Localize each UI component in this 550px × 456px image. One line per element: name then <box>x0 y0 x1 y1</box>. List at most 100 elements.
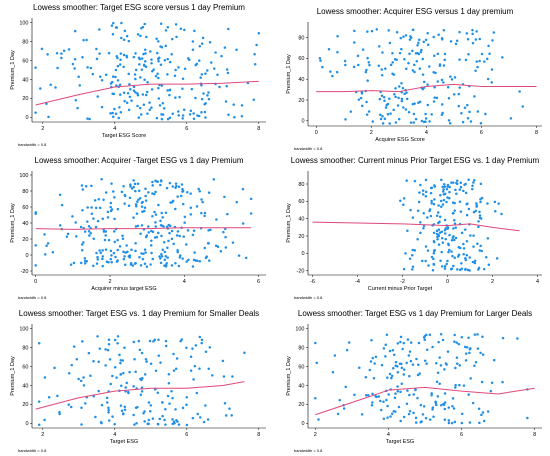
scatter-point <box>151 257 154 261</box>
scatter-point <box>123 405 127 408</box>
scatter-point <box>87 351 91 355</box>
scatter-point <box>101 249 104 252</box>
scatter-point <box>440 103 444 106</box>
scatter-point <box>100 178 103 181</box>
scatter-points <box>34 178 253 268</box>
scatter-point <box>441 338 445 342</box>
scatter-point <box>163 241 166 244</box>
scatter-point <box>342 407 346 410</box>
scatter-point <box>81 340 84 343</box>
scatter-point <box>129 262 133 265</box>
scatter-point <box>466 116 470 120</box>
scatter-point <box>34 212 37 216</box>
scatter-point <box>451 397 455 400</box>
scatter-point <box>149 410 152 413</box>
scatter-point <box>58 412 61 416</box>
scatter-point <box>464 268 467 271</box>
scatter-point <box>46 242 50 245</box>
x-tick-label: 4 <box>425 130 428 136</box>
scatter-point <box>163 258 167 262</box>
scatter-point <box>110 260 113 264</box>
scatter-point <box>382 347 386 350</box>
scatter-point <box>58 410 61 414</box>
scatter-point <box>105 396 109 400</box>
scatter-point <box>179 27 183 30</box>
scatter-point <box>102 198 105 202</box>
scatter-point <box>434 71 437 75</box>
scatter-point <box>453 238 456 242</box>
scatter-point <box>159 257 162 260</box>
scatter-point <box>175 357 179 360</box>
scatter-point <box>145 265 149 268</box>
scatter-point <box>399 362 403 366</box>
scatter-point <box>199 76 202 79</box>
scatter-point <box>146 81 149 84</box>
scatter-point <box>400 97 404 101</box>
scatter-point <box>450 239 454 242</box>
scatter-point <box>412 411 415 415</box>
y-tick-label: 0 <box>25 115 28 121</box>
scatter-point <box>139 232 142 235</box>
scatter-point <box>317 418 320 421</box>
scatter-point <box>472 210 476 214</box>
scatter-point <box>166 73 169 76</box>
scatter-point <box>414 52 418 55</box>
scatter-point <box>137 189 141 193</box>
scatter-point <box>394 392 397 395</box>
scatter-point <box>153 210 156 214</box>
scatter-point <box>123 193 127 197</box>
scatter-point <box>424 112 427 116</box>
scatter-point <box>98 347 101 350</box>
scatter-point <box>194 63 197 67</box>
scatter-point <box>331 74 334 78</box>
scatter-point <box>51 250 55 254</box>
y-axis-label: Premium_1 Day <box>10 50 16 90</box>
scatter-point <box>497 202 500 205</box>
scatter-point <box>134 52 137 55</box>
scatter-point <box>72 345 76 348</box>
scatter-point <box>453 333 456 337</box>
scatter-point <box>174 23 178 26</box>
scatter-point <box>178 95 181 99</box>
scatter-point <box>133 182 137 186</box>
scatter-point <box>509 117 513 120</box>
scatter-point <box>45 244 48 248</box>
scatter-point <box>425 362 428 365</box>
scatter-point <box>123 408 127 411</box>
scatter-point <box>144 199 148 202</box>
scatter-point <box>185 423 189 427</box>
scatter-point <box>465 253 469 257</box>
scatter-point <box>391 349 395 352</box>
scatter-point <box>416 209 420 212</box>
scatter-point <box>188 113 192 116</box>
scatter-point <box>370 404 374 407</box>
scatter-point <box>87 229 91 233</box>
y-tick-label: 0 <box>301 421 304 427</box>
scatter-point <box>170 52 173 56</box>
scatter-point <box>157 354 160 357</box>
scatter-point <box>171 418 174 421</box>
scatter-point <box>465 346 469 349</box>
scatter-point <box>97 198 100 201</box>
scatter-point <box>360 413 364 416</box>
scatter-point <box>45 102 48 106</box>
scatter-point <box>477 225 480 229</box>
scatter-point <box>101 217 104 220</box>
scatter-point <box>183 215 187 219</box>
y-tick-label: 100 <box>295 327 304 333</box>
scatter-point <box>416 43 419 47</box>
scatter-point <box>430 202 433 205</box>
scatter-point <box>385 103 389 107</box>
scatter-point <box>134 77 137 81</box>
scatter-point <box>472 245 475 248</box>
scatter-point <box>177 185 181 189</box>
scatter-point <box>200 83 203 87</box>
x-axis-label: Acquirer ESG Score <box>375 137 425 143</box>
scatter-point <box>49 83 52 87</box>
scatter-point <box>162 107 166 110</box>
scatter-point <box>191 48 195 51</box>
scatter-point <box>98 28 101 31</box>
scatter-point <box>171 396 174 400</box>
scatter-point <box>422 405 426 408</box>
scatter-point <box>405 97 409 101</box>
